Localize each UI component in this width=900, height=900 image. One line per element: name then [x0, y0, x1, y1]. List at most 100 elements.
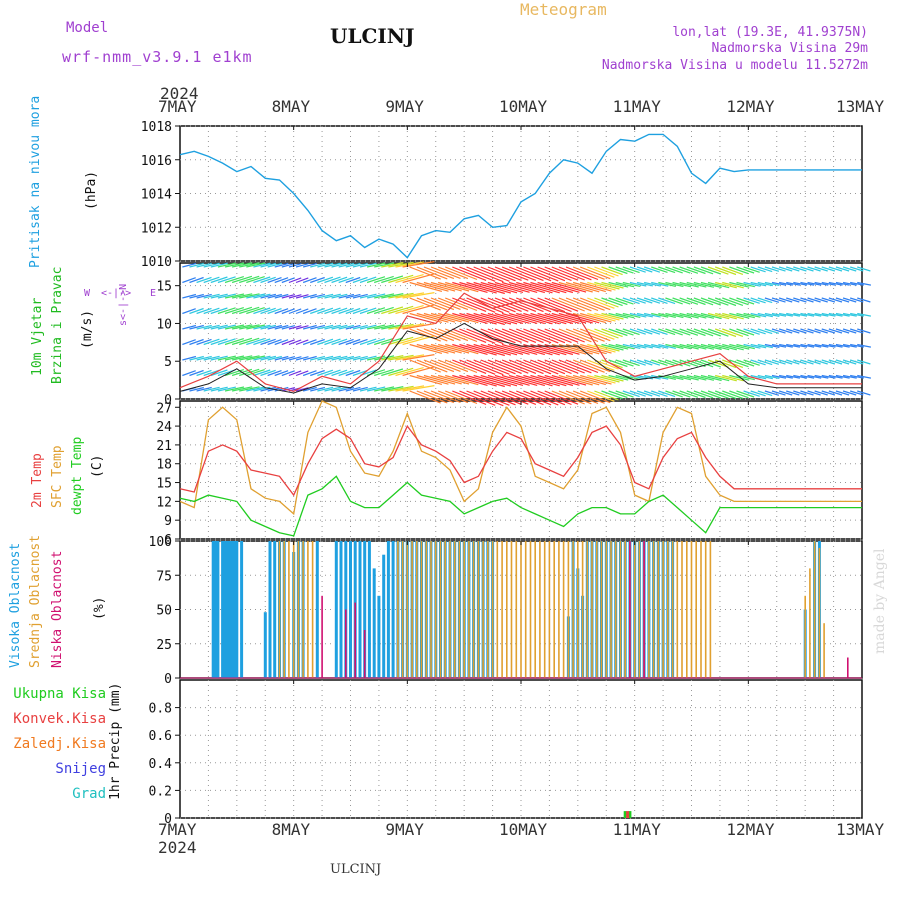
- wind-vector: [239, 293, 260, 299]
- mid-cloud-bar: [292, 541, 295, 678]
- wind-vector: [430, 343, 462, 354]
- y-tick-label: 1010: [141, 255, 172, 270]
- wind-vector: [551, 374, 587, 386]
- wind-vector: [622, 390, 640, 398]
- wind-vector: [665, 281, 684, 288]
- bottom-day-label: 7MAY: [158, 820, 197, 839]
- wind-vector: [331, 355, 348, 361]
- wind-vector: [714, 266, 737, 276]
- wind-vector: [260, 386, 277, 392]
- wind-vector: [217, 293, 237, 299]
- wind-vector: [459, 312, 497, 325]
- high-cloud-bar: [240, 541, 244, 678]
- wind-vector: [217, 262, 237, 268]
- wind-vector: [665, 266, 683, 274]
- wind-vector: [714, 390, 737, 400]
- y-tick-label: 27: [156, 401, 172, 416]
- wind-vector: [679, 266, 699, 274]
- wind-vector: [430, 266, 461, 279]
- wind-vector: [601, 312, 624, 320]
- wind-vector: [246, 262, 266, 268]
- wind-vector: [828, 374, 843, 379]
- wind-vector: [423, 312, 456, 323]
- wind-vector: [651, 390, 668, 397]
- mid-cloud-bar: [520, 541, 522, 678]
- high-cloud-bar: [228, 541, 232, 678]
- wind-vector: [707, 281, 730, 289]
- wind-vector: [693, 390, 714, 399]
- wind-vector: [821, 297, 836, 303]
- wind-vector: [260, 276, 276, 284]
- wind-vector: [857, 281, 872, 286]
- wind-vector: [452, 328, 487, 343]
- y-tick-label: 1014: [141, 188, 172, 203]
- wind-vector: [786, 343, 801, 348]
- wind-vector: [224, 276, 244, 284]
- wind-vector: [707, 343, 730, 351]
- wind-vector: [658, 328, 676, 336]
- wind-vector: [686, 266, 706, 275]
- wind-vector: [672, 343, 692, 350]
- wind-vector: [494, 266, 529, 281]
- wind-vector: [771, 281, 787, 286]
- wind-vector: [494, 343, 530, 355]
- high-cloud-bar: [230, 541, 234, 678]
- mid-cloud-bar: [487, 541, 489, 678]
- wind-vector: [196, 355, 212, 361]
- wind-vector: [352, 293, 368, 299]
- dewpt-line: [179, 475, 862, 537]
- wind-vector: [786, 390, 800, 396]
- wind-vector: [182, 277, 196, 284]
- wind-vector: [508, 312, 545, 325]
- wind-vector: [814, 374, 829, 379]
- wind-vector: [750, 328, 766, 335]
- wind-vector: [473, 266, 510, 282]
- wind-vector: [651, 297, 668, 304]
- wind-vector: [459, 328, 496, 344]
- wind-vector: [636, 359, 653, 366]
- wind-vector: [374, 355, 395, 361]
- wind-vector: [182, 293, 197, 299]
- wind-vector: [310, 276, 325, 284]
- wind-vector: [537, 312, 574, 325]
- wind-vector: [324, 324, 341, 330]
- wind-vector: [672, 281, 692, 288]
- wind-vector: [466, 281, 505, 295]
- wind-vector: [288, 294, 302, 299]
- mid-cloud-bar: [430, 541, 432, 678]
- wind-vector: [239, 275, 260, 284]
- wind-vector: [501, 343, 538, 355]
- y-tick-label: 9: [164, 514, 172, 529]
- mid-cloud-bar: [458, 541, 461, 678]
- wind-vector: [842, 359, 857, 365]
- wind-vector: [267, 355, 282, 361]
- wind-vector: [189, 355, 204, 361]
- y-tick-label: 0.2: [149, 784, 172, 799]
- wind-vector: [508, 328, 544, 344]
- wind-vector: [842, 281, 857, 286]
- wind-vector: [800, 390, 814, 396]
- wind-vector: [196, 338, 212, 346]
- wind-vector: [331, 262, 348, 268]
- wind-vector: [800, 343, 815, 348]
- mid-cloud-bar: [515, 541, 518, 678]
- wind-vector: [359, 338, 377, 346]
- wind-vector: [700, 328, 721, 337]
- wind-vector: [793, 343, 808, 348]
- precip-legend-item: Snijeg: [55, 761, 106, 777]
- wind-vector: [707, 359, 729, 368]
- wind-vector: [281, 263, 296, 268]
- wind-vector: [643, 328, 661, 335]
- mid-cloud-bar: [567, 541, 570, 678]
- wind-vector: [274, 339, 289, 346]
- wind-vector: [338, 307, 354, 315]
- wind-vector: [807, 297, 821, 303]
- wind-vector: [416, 390, 448, 404]
- wind-vector: [217, 307, 236, 315]
- wind-vector: [729, 390, 749, 399]
- wind-vector: [324, 307, 341, 315]
- wind-vector: [366, 293, 386, 299]
- wind-vector: [821, 390, 836, 396]
- wind-vector: [224, 324, 245, 330]
